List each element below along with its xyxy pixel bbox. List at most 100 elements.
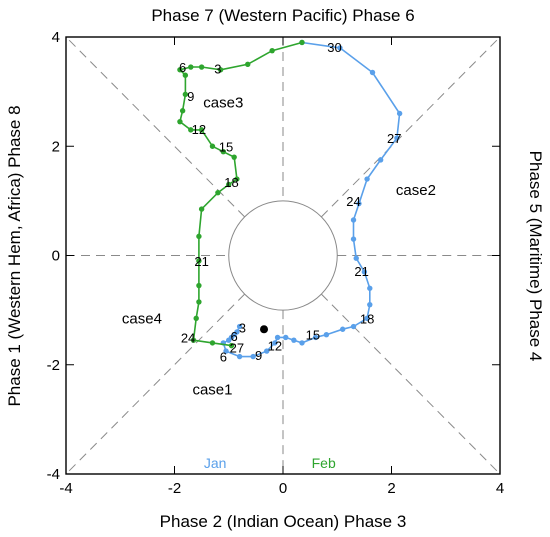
day-label: 15 xyxy=(306,328,320,343)
data-point-jan xyxy=(223,348,229,354)
data-point-jan xyxy=(396,110,403,117)
data-point-jan xyxy=(353,255,359,261)
data-point-feb xyxy=(231,154,237,160)
y-tick-label: -2 xyxy=(47,357,60,374)
data-point-jan xyxy=(364,315,370,322)
day-label: 30 xyxy=(327,40,341,55)
data-point-feb xyxy=(177,67,183,73)
data-point-jan xyxy=(350,323,357,330)
day-label: 21 xyxy=(354,264,368,279)
data-point-jan xyxy=(299,340,305,346)
day-label: 6 xyxy=(179,60,186,75)
data-point-feb xyxy=(188,127,194,133)
data-point-feb xyxy=(299,39,305,46)
data-point-feb xyxy=(228,342,235,349)
day-label: 18 xyxy=(224,175,238,190)
day-label: 15 xyxy=(219,139,233,154)
data-point-feb xyxy=(196,282,202,289)
data-point-feb xyxy=(217,67,224,73)
data-point-jan xyxy=(264,348,270,354)
data-point-jan xyxy=(364,176,370,182)
phase-divider-line xyxy=(321,36,501,218)
data-point-jan xyxy=(250,353,256,360)
data-point-feb xyxy=(190,337,197,343)
day-label: 3 xyxy=(214,62,221,77)
data-point-jan xyxy=(367,301,373,308)
data-point-jan xyxy=(356,200,362,207)
y-tick-label: 0 xyxy=(52,248,60,265)
unit-circle xyxy=(228,200,338,311)
data-point-feb xyxy=(196,233,202,240)
data-point-feb xyxy=(220,149,227,155)
data-point-feb xyxy=(234,176,240,182)
data-point-feb xyxy=(198,127,205,133)
series-line-feb xyxy=(178,41,303,347)
data-point-feb xyxy=(182,72,189,78)
data-point-jan xyxy=(236,353,243,360)
day-label: 21 xyxy=(194,254,208,269)
data-point-jan xyxy=(350,236,357,242)
data-point-jan xyxy=(312,334,319,341)
data-point-jan xyxy=(274,334,281,341)
data-point-jan xyxy=(283,334,289,341)
data-point-feb xyxy=(177,118,183,125)
series-line-jan xyxy=(222,41,401,358)
y-tick-label: 2 xyxy=(52,138,60,155)
day-label: 24 xyxy=(346,194,360,209)
data-point-feb xyxy=(245,61,251,68)
data-point-feb xyxy=(196,258,202,264)
legend-label-jan: Jan xyxy=(204,455,227,471)
top-axis-title: Phase 7 (Western Pacific) Phase 6 xyxy=(151,6,414,25)
data-point-feb xyxy=(209,143,216,149)
day-label: 9 xyxy=(187,89,194,104)
data-point-feb xyxy=(179,108,186,114)
phase-divider-line xyxy=(65,293,245,475)
data-point-jan xyxy=(337,45,343,51)
data-point-feb xyxy=(193,315,199,322)
x-tick-label: 0 xyxy=(279,480,287,497)
right-axis-title: Phase 5 (Maritime) Phase 4 xyxy=(526,151,545,362)
day-label: 3 xyxy=(239,321,246,336)
x-tick-label: 2 xyxy=(387,480,395,497)
day-label: 24 xyxy=(181,330,195,345)
data-point-feb xyxy=(226,181,232,188)
bottom-axis-title: Phase 2 (Indian Ocean) Phase 3 xyxy=(160,512,407,531)
data-point-feb xyxy=(269,47,275,54)
data-point-jan xyxy=(377,157,384,163)
data-point-feb xyxy=(198,206,205,212)
x-tick-label: -2 xyxy=(168,480,181,497)
data-point-jan xyxy=(367,285,373,291)
data-point-jan xyxy=(272,340,278,346)
day-label: 12 xyxy=(268,339,282,354)
x-tick-label: 4 xyxy=(496,480,504,497)
data-point-jan xyxy=(226,337,232,343)
data-point-jan xyxy=(369,69,376,76)
data-point-jan xyxy=(350,217,357,223)
day-label: 18 xyxy=(360,311,374,326)
day-label: 12 xyxy=(192,122,206,137)
day-label: 6 xyxy=(220,350,227,365)
y-tick-label: 4 xyxy=(52,29,60,46)
left-axis-title: Phase 1 (Western Hem, Africa) Phase 8 xyxy=(5,105,24,406)
data-point-feb xyxy=(198,64,205,70)
phase-divider-line xyxy=(321,293,501,475)
x-tick-label: -4 xyxy=(59,480,72,497)
data-point-feb xyxy=(196,299,202,305)
data-point-jan xyxy=(236,323,243,330)
day-label: 9 xyxy=(255,348,262,363)
data-point-jan xyxy=(323,332,330,338)
case-label: case3 xyxy=(203,95,243,112)
data-point-feb xyxy=(215,189,221,196)
data-point-jan xyxy=(291,337,297,343)
phase-divider-line xyxy=(65,36,245,218)
data-point-feb xyxy=(182,91,189,98)
start-point xyxy=(260,325,269,334)
day-label: 27 xyxy=(230,340,244,355)
case-label: case2 xyxy=(396,182,436,199)
data-point-feb xyxy=(209,340,216,346)
data-point-jan xyxy=(361,269,368,275)
case-label: case4 xyxy=(122,310,162,327)
data-point-jan xyxy=(394,135,400,141)
case-label: case1 xyxy=(192,381,232,398)
